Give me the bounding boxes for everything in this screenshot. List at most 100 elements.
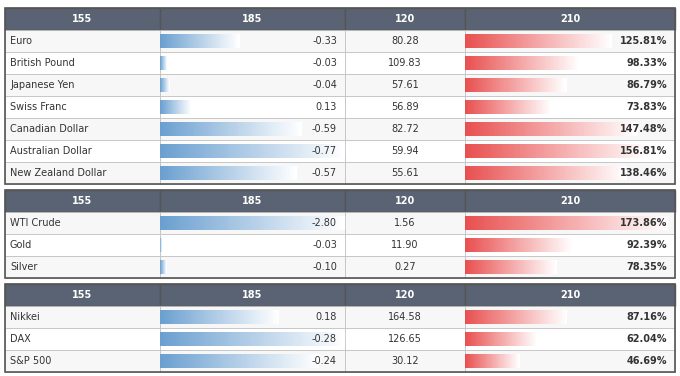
- Bar: [341, 144, 343, 158]
- Bar: [217, 123, 218, 136]
- Bar: [518, 332, 519, 346]
- Bar: [485, 355, 486, 368]
- Bar: [537, 100, 538, 114]
- Bar: [534, 217, 537, 230]
- Bar: [169, 311, 170, 324]
- Text: Australian Dollar: Australian Dollar: [10, 146, 92, 156]
- Bar: [165, 123, 166, 136]
- Bar: [473, 261, 475, 274]
- Bar: [525, 311, 526, 324]
- Bar: [519, 238, 520, 252]
- Bar: [512, 167, 514, 180]
- Bar: [591, 167, 593, 180]
- Bar: [520, 238, 522, 252]
- Bar: [571, 56, 572, 70]
- Bar: [178, 123, 180, 136]
- Bar: [197, 144, 199, 158]
- Bar: [167, 100, 168, 114]
- Bar: [330, 144, 333, 158]
- Bar: [334, 217, 336, 230]
- Bar: [214, 144, 216, 158]
- Bar: [546, 167, 548, 180]
- Bar: [237, 311, 239, 324]
- Bar: [482, 79, 483, 92]
- Bar: [183, 123, 184, 136]
- Bar: [565, 238, 567, 252]
- Bar: [571, 144, 573, 158]
- Bar: [186, 311, 188, 324]
- Bar: [164, 311, 165, 324]
- Bar: [559, 56, 561, 70]
- Bar: [554, 311, 555, 324]
- Bar: [509, 217, 512, 230]
- Bar: [185, 100, 186, 114]
- Bar: [186, 217, 188, 230]
- Bar: [530, 100, 531, 114]
- Bar: [204, 311, 205, 324]
- Bar: [612, 167, 614, 180]
- Bar: [222, 123, 224, 136]
- Bar: [277, 123, 279, 136]
- Bar: [243, 144, 245, 158]
- Bar: [180, 144, 183, 158]
- Bar: [160, 217, 163, 230]
- Bar: [509, 332, 511, 346]
- Bar: [474, 355, 475, 368]
- Bar: [518, 167, 520, 180]
- Bar: [341, 217, 343, 230]
- Bar: [260, 123, 262, 136]
- Bar: [206, 332, 209, 346]
- Bar: [310, 332, 312, 346]
- Bar: [169, 311, 171, 324]
- Bar: [202, 34, 203, 48]
- Bar: [186, 355, 188, 368]
- Bar: [492, 261, 493, 274]
- Bar: [482, 311, 483, 324]
- Bar: [481, 332, 482, 346]
- Bar: [185, 311, 187, 324]
- Bar: [180, 123, 182, 136]
- Bar: [514, 261, 515, 274]
- Bar: [278, 217, 281, 230]
- Bar: [547, 56, 548, 70]
- Bar: [225, 355, 227, 368]
- Bar: [486, 100, 488, 114]
- Bar: [268, 355, 270, 368]
- Bar: [540, 144, 543, 158]
- Bar: [566, 123, 568, 136]
- Bar: [503, 261, 505, 274]
- Bar: [516, 311, 517, 324]
- Bar: [288, 355, 290, 368]
- Bar: [503, 311, 504, 324]
- Bar: [494, 355, 495, 368]
- Bar: [483, 355, 484, 368]
- Bar: [632, 123, 634, 136]
- Bar: [272, 123, 274, 136]
- Bar: [525, 100, 526, 114]
- Bar: [566, 311, 567, 324]
- Bar: [484, 167, 486, 180]
- Bar: [319, 332, 322, 346]
- Bar: [498, 261, 499, 274]
- Bar: [500, 238, 502, 252]
- Bar: [225, 34, 226, 48]
- Bar: [519, 332, 520, 346]
- Bar: [510, 100, 511, 114]
- Text: 87.16%: 87.16%: [626, 312, 667, 322]
- Bar: [269, 332, 271, 346]
- Bar: [178, 100, 180, 114]
- Bar: [293, 332, 296, 346]
- Bar: [489, 56, 491, 70]
- Bar: [513, 167, 515, 180]
- Bar: [481, 311, 483, 324]
- Bar: [509, 238, 511, 252]
- Bar: [528, 238, 530, 252]
- Bar: [219, 332, 222, 346]
- Bar: [498, 123, 500, 136]
- Bar: [518, 261, 520, 274]
- Bar: [308, 144, 310, 158]
- Bar: [206, 355, 208, 368]
- Bar: [482, 355, 483, 368]
- Bar: [546, 79, 547, 92]
- Bar: [565, 56, 566, 70]
